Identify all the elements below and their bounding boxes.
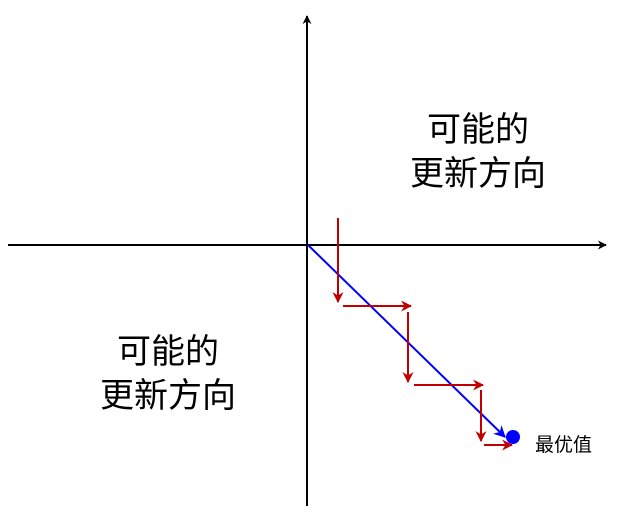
direct-update-path (307, 244, 506, 438)
optimum-point (506, 430, 520, 444)
region-label-line1: 可能的 (117, 332, 219, 372)
region-label-line2: 更新方向 (410, 154, 546, 194)
zigzag-update-path (332, 218, 514, 451)
optimum-label: 最优值 (535, 434, 593, 456)
update-direction-label-bottom-left: 可能的 更新方向 (68, 330, 268, 418)
update-direction-label-top-right: 可能的 更新方向 (378, 108, 578, 196)
region-label-line2: 更新方向 (100, 376, 236, 416)
region-label-line1: 可能的 (427, 110, 529, 150)
